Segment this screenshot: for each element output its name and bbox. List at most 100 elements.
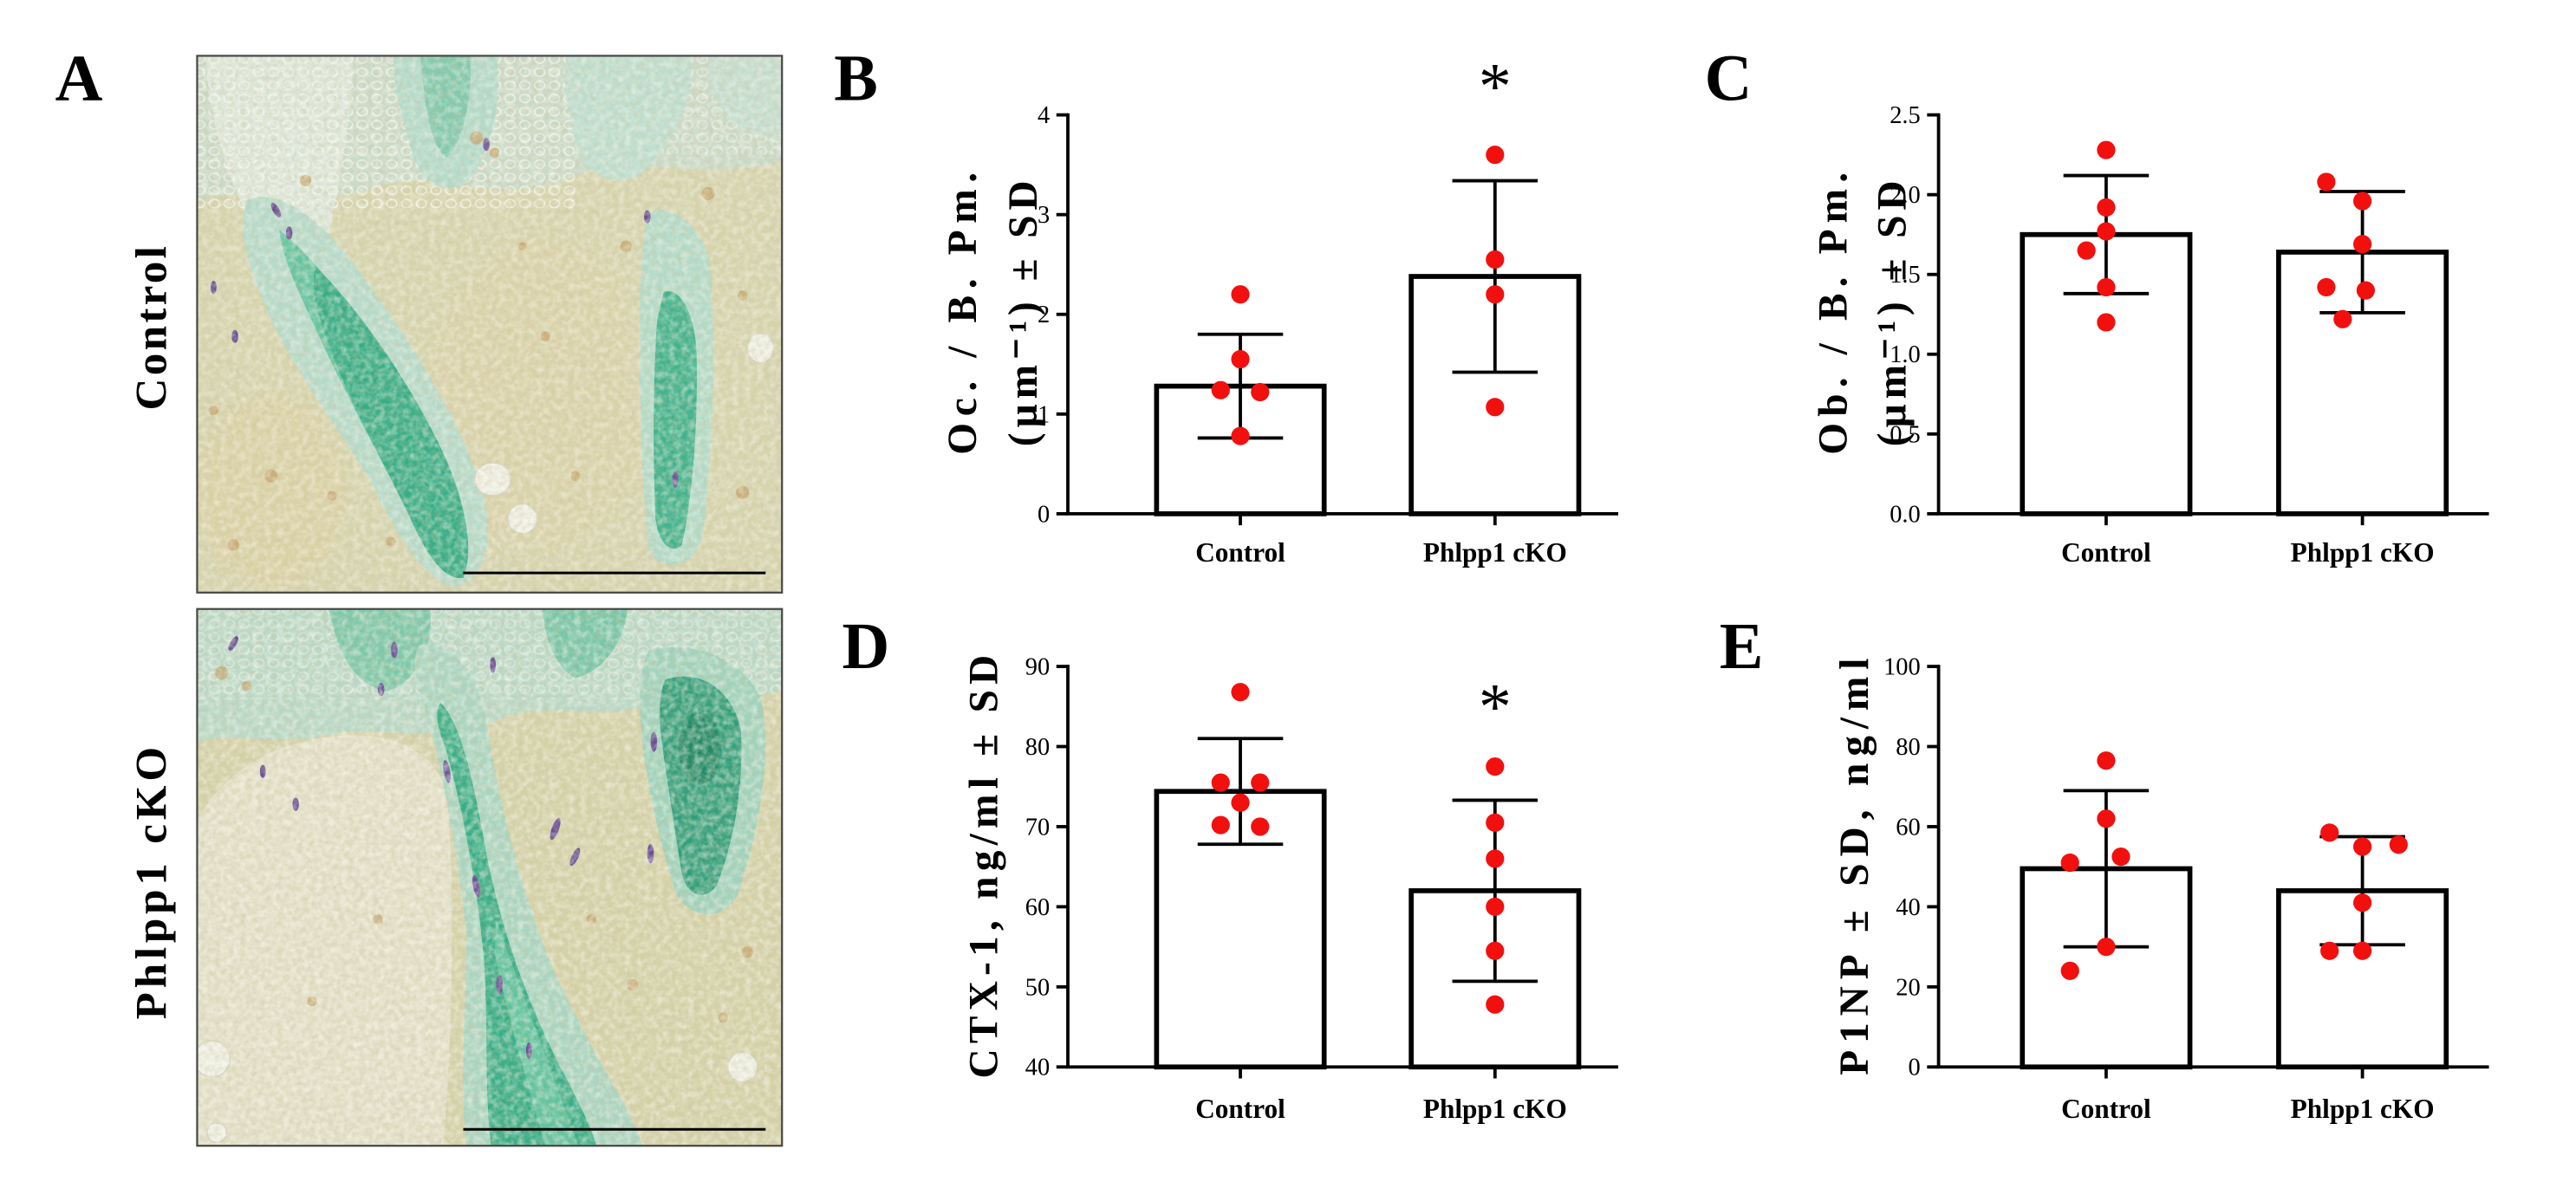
y-tick-label: 40 bbox=[1896, 894, 1920, 921]
y-tick-label: 100 bbox=[1883, 654, 1921, 681]
x-tick-label: Phlpp1 cKO bbox=[1423, 1094, 1567, 1124]
data-point-phlpp1-cko bbox=[2317, 277, 2336, 297]
data-point-phlpp1-cko bbox=[2352, 192, 2372, 211]
y-tick-label: 90 bbox=[1025, 654, 1050, 681]
y-tick-label: 60 bbox=[1896, 814, 1920, 841]
image-label-control: Control bbox=[127, 246, 176, 410]
data-point-phlpp1-cko bbox=[1486, 995, 1505, 1014]
y-tick-label: 80 bbox=[1025, 734, 1050, 761]
panel-label: B bbox=[834, 42, 878, 115]
data-point-phlpp1-cko bbox=[2317, 172, 2336, 192]
data-point-control bbox=[2097, 809, 2116, 828]
data-point-phlpp1-cko bbox=[1486, 757, 1505, 776]
x-tick-label: Control bbox=[2061, 1094, 2151, 1124]
y-axis-title: Oc. / B. Pm. bbox=[940, 172, 986, 455]
y-tick-label: 70 bbox=[1025, 814, 1050, 841]
data-point-phlpp1-cko bbox=[2320, 941, 2339, 960]
data-point-control bbox=[2060, 853, 2079, 873]
x-tick-label: Control bbox=[1195, 537, 1285, 568]
data-point-control bbox=[2111, 847, 2130, 867]
y-axis-title: CTX-1, ng/ml ± SD bbox=[962, 655, 1007, 1079]
data-point-control bbox=[2097, 313, 2116, 332]
data-point-control bbox=[1231, 349, 1250, 369]
y-tick-label: 2.0 bbox=[1890, 182, 1921, 209]
data-point-phlpp1-cko bbox=[2389, 835, 2408, 854]
data-point-phlpp1-cko bbox=[1486, 285, 1505, 304]
data-point-phlpp1-cko bbox=[1486, 813, 1505, 832]
data-point-control bbox=[2097, 198, 2116, 217]
y-tick-label: 40 bbox=[1025, 1055, 1050, 1081]
histology-image-phlpp1-cko bbox=[197, 608, 783, 1146]
data-point-control bbox=[2097, 140, 2116, 159]
y-tick-label: 0 bbox=[1038, 501, 1050, 528]
data-point-phlpp1-cko bbox=[2333, 309, 2352, 328]
panel-label: C bbox=[1705, 42, 1753, 115]
significance-marker: * bbox=[1479, 671, 1512, 744]
y-tick-label: 1.5 bbox=[1890, 262, 1921, 289]
y-tick-label: 4 bbox=[1038, 102, 1050, 129]
y-tick-label: 0.5 bbox=[1890, 421, 1921, 448]
data-point-phlpp1-cko bbox=[1486, 250, 1505, 270]
data-point-control bbox=[1211, 773, 1230, 792]
x-tick-label: Control bbox=[2061, 537, 2151, 568]
data-point-control bbox=[1251, 817, 1270, 836]
data-point-phlpp1-cko bbox=[2356, 281, 2376, 300]
y-tick-label: 50 bbox=[1025, 974, 1050, 1001]
data-point-control bbox=[1231, 793, 1250, 812]
data-point-control bbox=[1251, 773, 1270, 792]
data-point-phlpp1-cko bbox=[2352, 941, 2372, 960]
histology-image-control bbox=[197, 55, 783, 593]
y-tick-label: 60 bbox=[1025, 894, 1050, 921]
data-point-control bbox=[1231, 285, 1250, 304]
data-point-phlpp1-cko bbox=[1486, 897, 1505, 916]
chart-panel-e: E P1NP ± SD, ng/ml 0 20 40 60 80 100 Control Phlp… bbox=[1720, 610, 2489, 1124]
data-point-control bbox=[1231, 683, 1250, 702]
data-point-phlpp1-cko bbox=[2320, 823, 2339, 842]
data-point-control bbox=[2077, 241, 2096, 260]
chart-panel-d: D CTX-1, ng/ml ± SD 40 50 60 70 80 90 Control Phl… bbox=[842, 610, 1618, 1124]
data-point-control bbox=[2060, 961, 2079, 980]
data-point-phlpp1-cko bbox=[1486, 941, 1505, 960]
y-axis-title: (µm⁻¹) ± SD bbox=[1870, 180, 1916, 446]
texture-grain bbox=[197, 608, 783, 1146]
data-point-phlpp1-cko bbox=[2352, 235, 2372, 254]
data-point-phlpp1-cko bbox=[2352, 893, 2372, 912]
panel-a: A Control Phlpp1 cKO bbox=[55, 42, 784, 1147]
y-tick-label: 1.0 bbox=[1890, 341, 1921, 368]
y-tick-label: 2.5 bbox=[1890, 102, 1921, 129]
data-point-control bbox=[2097, 937, 2116, 957]
data-point-phlpp1-cko bbox=[1486, 398, 1505, 417]
data-point-control bbox=[2097, 751, 2116, 770]
x-tick-label: Control bbox=[1195, 1094, 1285, 1124]
data-point-control bbox=[2097, 277, 2116, 297]
texture-grain bbox=[197, 55, 783, 593]
x-tick-label: Phlpp1 cKO bbox=[2291, 1094, 2435, 1124]
y-tick-label: 1 bbox=[1038, 401, 1050, 428]
data-point-phlpp1-cko bbox=[1486, 849, 1505, 868]
panel-label: E bbox=[1720, 610, 1764, 683]
data-point-control bbox=[1231, 426, 1250, 445]
data-point-control bbox=[1211, 380, 1230, 399]
y-tick-label: 20 bbox=[1896, 974, 1920, 1001]
data-point-control bbox=[1251, 382, 1270, 402]
y-tick-label: 3 bbox=[1038, 202, 1050, 229]
image-frame bbox=[196, 55, 784, 594]
image-frame bbox=[196, 607, 784, 1147]
x-tick-label: Phlpp1 cKO bbox=[1423, 537, 1567, 568]
y-tick-label: 0 bbox=[1909, 1055, 1921, 1081]
y-tick-label: 80 bbox=[1896, 734, 1920, 761]
x-tick-label: Phlpp1 cKO bbox=[2291, 537, 2435, 568]
y-axis-title: P1NP ± SD, ng/ml bbox=[1832, 659, 1877, 1075]
data-point-control bbox=[2097, 222, 2116, 241]
panel-label: D bbox=[842, 610, 890, 683]
data-point-phlpp1-cko bbox=[2352, 837, 2372, 856]
y-tick-label: 2 bbox=[1038, 302, 1050, 328]
y-axis-title: Ob. / B. Pm. bbox=[1811, 172, 1856, 455]
panel-label: A bbox=[55, 42, 103, 115]
y-tick-label: 0.0 bbox=[1890, 501, 1921, 528]
data-point-control bbox=[1211, 815, 1230, 835]
data-point-phlpp1-cko bbox=[1486, 146, 1505, 165]
significance-marker: * bbox=[1479, 50, 1512, 123]
